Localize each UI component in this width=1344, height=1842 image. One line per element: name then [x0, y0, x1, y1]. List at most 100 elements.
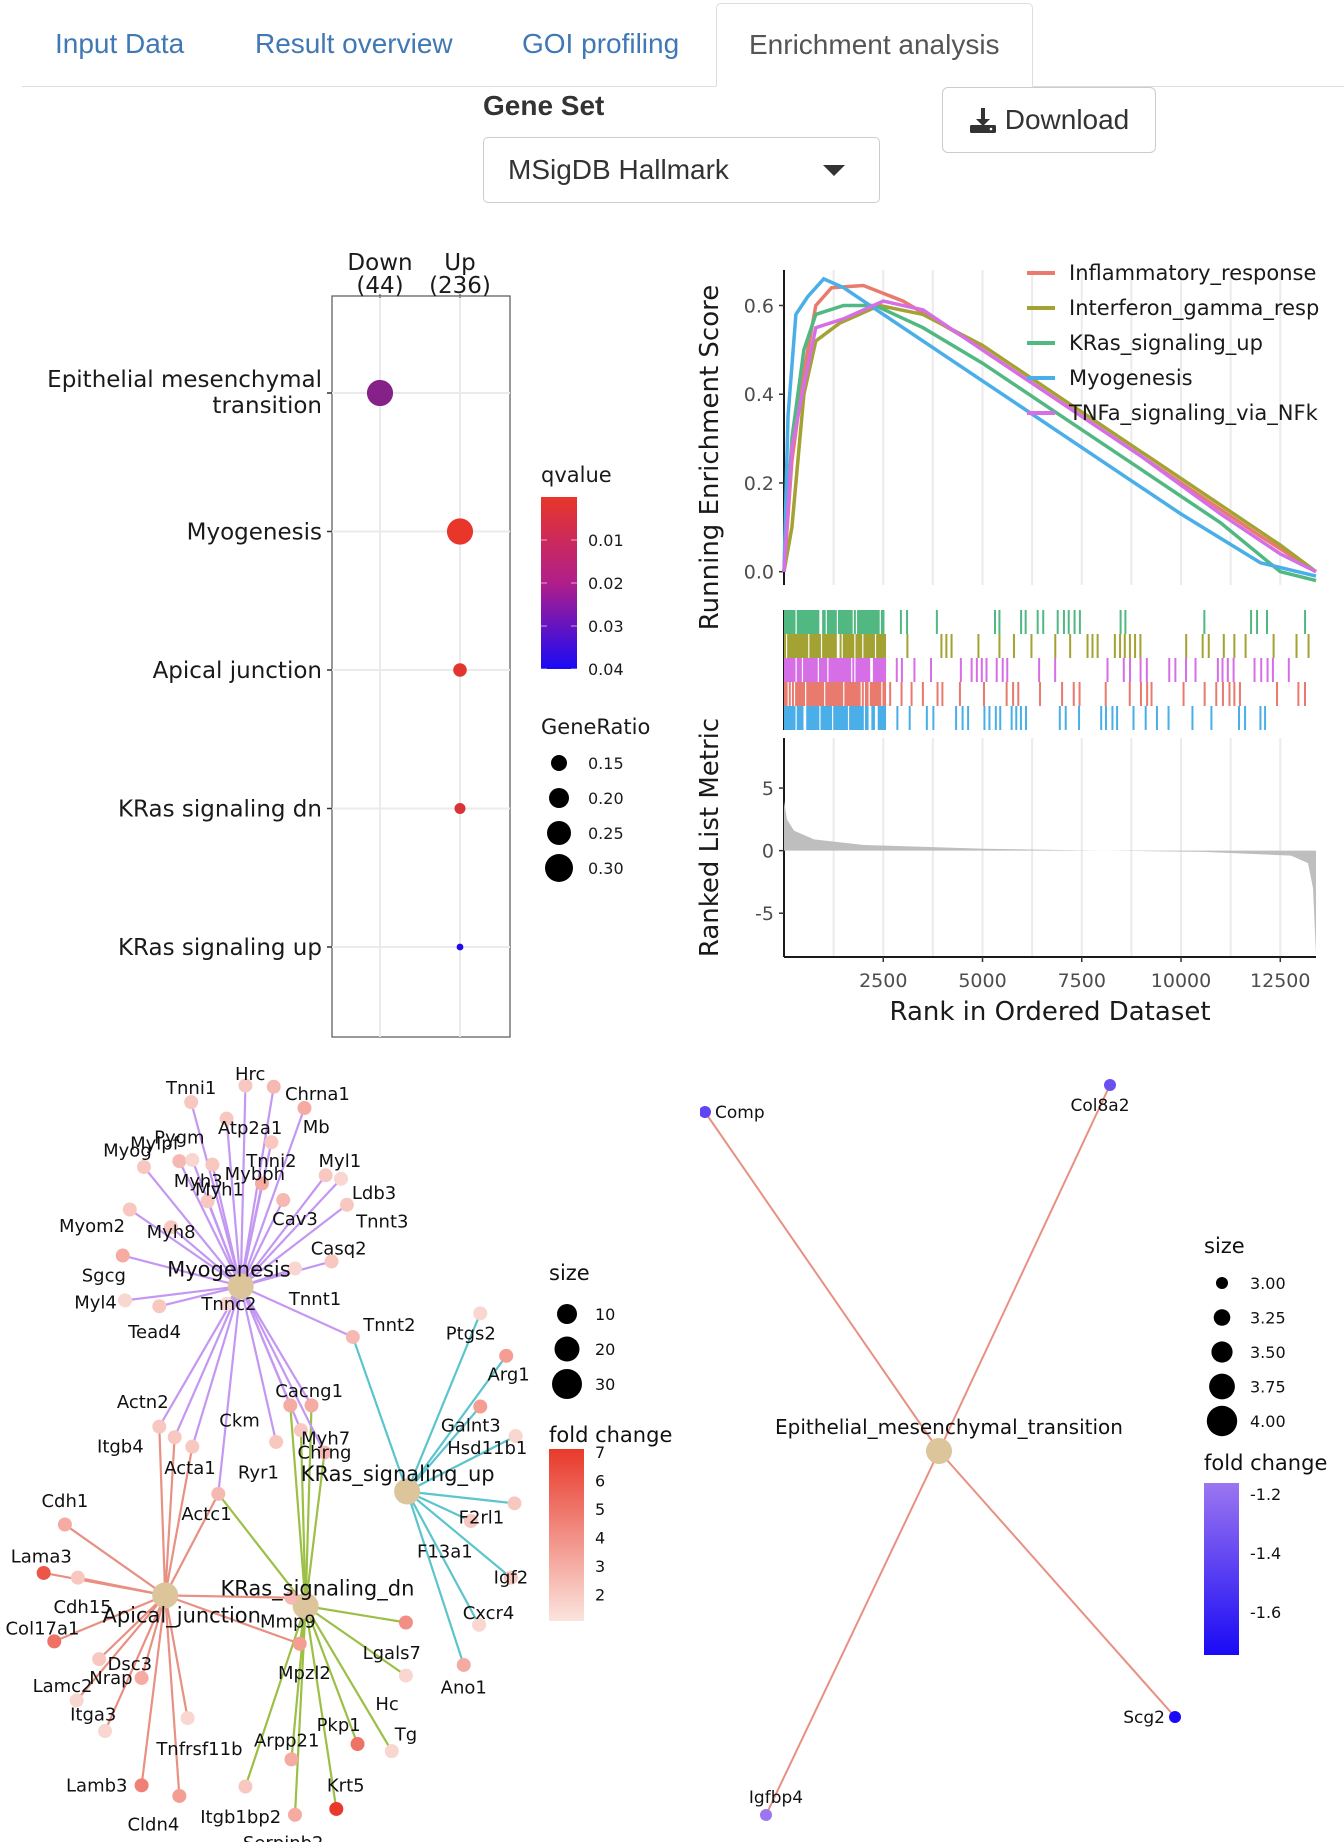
hit-mark: [999, 706, 1002, 730]
hit-mark: [877, 634, 880, 658]
hit-mark: [785, 610, 788, 634]
gene-label: Lgals7: [363, 1643, 421, 1664]
network-edge: [351, 1336, 409, 1492]
download-icon: [969, 108, 996, 133]
network-edge: [304, 1605, 393, 1752]
size-legend-label: 3.25: [1250, 1309, 1286, 1328]
y-tick-label: Apical junction: [153, 658, 322, 684]
gene-node: [134, 1778, 149, 1793]
hit-mark: [822, 610, 825, 634]
hit-mark: [1091, 634, 1094, 658]
hit-mark: [959, 658, 962, 682]
gene-set-selected-value: MSigDB Hallmark: [508, 154, 729, 185]
tab-goi-profiling[interactable]: GOI profiling: [522, 28, 680, 59]
hit-mark: [1216, 658, 1219, 682]
hit-mark: [834, 610, 837, 634]
hit-mark: [1168, 658, 1171, 682]
hit-mark: [844, 658, 847, 682]
hit-mark: [1128, 682, 1131, 706]
hub-node: [926, 1438, 952, 1464]
hit-mark: [799, 610, 802, 634]
hit-mark: [884, 658, 887, 682]
hit-mark: [860, 610, 863, 634]
legend-label: Inflammatory_response: [1069, 261, 1316, 286]
hit-mark: [861, 610, 864, 634]
gene-set-select[interactable]: MSigDB Hallmark: [483, 137, 880, 203]
hit-mark: [1144, 706, 1147, 730]
size-legend-dot: [1206, 1405, 1238, 1437]
network-edge: [239, 1285, 278, 1443]
hit-mark: [822, 706, 825, 730]
tab-enrichment-analysis[interactable]: Enrichment analysis: [716, 3, 1033, 87]
hit-mark: [791, 634, 794, 658]
gene-label: Myl1: [319, 1151, 362, 1172]
gene-node: [264, 1135, 279, 1150]
gene-label: Itga3: [70, 1705, 116, 1726]
gene-node: [507, 1496, 522, 1511]
hit-mark: [817, 682, 820, 706]
size-legend-dot: [552, 1369, 582, 1399]
hit-mark: [810, 658, 813, 682]
hit-mark: [998, 610, 1001, 634]
hit-mark: [1025, 706, 1028, 730]
gene-node: [180, 1711, 195, 1726]
hit-mark: [841, 610, 844, 634]
hit-mark: [900, 658, 903, 682]
size-legend-dot: [1209, 1373, 1235, 1400]
hit-mark: [1006, 658, 1009, 682]
hit-mark: [810, 682, 813, 706]
tab-result-overview[interactable]: Result overview: [255, 28, 453, 59]
hit-mark: [935, 610, 938, 634]
generatio-legend-dot: [549, 788, 569, 808]
hit-mark: [861, 658, 864, 682]
hit-mark: [842, 610, 845, 634]
gene-node: [164, 1220, 179, 1235]
hit-mark: [863, 634, 866, 658]
tab-input-data[interactable]: Input Data: [55, 28, 185, 59]
hit-mark: [871, 706, 874, 730]
gene-label: Itgb1bp2: [200, 1807, 281, 1828]
hit-mark: [817, 634, 820, 658]
hit-mark: [880, 610, 883, 634]
hit-mark: [936, 682, 939, 706]
generatio-tick-label: 0.30: [588, 859, 624, 878]
gene-node: [184, 1095, 199, 1110]
x-tick-label: 7500: [1058, 970, 1106, 992]
hit-mark: [863, 658, 866, 682]
hit-mark: [839, 682, 842, 706]
hit-mark: [1015, 706, 1018, 730]
hit-mark: [1128, 634, 1131, 658]
hit-mark: [879, 634, 882, 658]
generatio-tick-label: 0.15: [588, 754, 624, 773]
gene-label: Casq2: [311, 1238, 367, 1259]
gene-label: Acta1: [164, 1458, 215, 1479]
hit-mark: [809, 634, 812, 658]
gene-label: Ckm: [219, 1411, 260, 1432]
network-edge: [170, 1226, 242, 1288]
download-button[interactable]: Download: [942, 87, 1156, 153]
gene-label: Tead4: [127, 1322, 181, 1343]
network-edge: [159, 1285, 241, 1308]
hit-mark: [1038, 658, 1041, 682]
hit-mark: [876, 682, 879, 706]
network-edge: [164, 1437, 176, 1596]
hit-mark: [932, 706, 935, 730]
hit-mark: [977, 634, 980, 658]
gene-node: [92, 1652, 107, 1667]
hit-mark: [871, 682, 874, 706]
gene-label: Lamb3: [66, 1775, 127, 1796]
hit-mark: [803, 658, 806, 682]
network-edge: [164, 1595, 181, 1797]
network-edge: [304, 1605, 338, 1810]
gene-node: [185, 1439, 200, 1454]
hit-mark: [879, 682, 882, 706]
hit-mark: [1129, 658, 1132, 682]
ranked-metric-area: [784, 800, 1316, 955]
network-edge: [239, 1285, 326, 1454]
hit-mark: [803, 634, 806, 658]
hit-mark: [849, 706, 852, 730]
hit-mark: [791, 658, 794, 682]
hit-mark: [822, 658, 825, 682]
gene-node: [317, 1445, 332, 1460]
hit-mark: [1194, 658, 1197, 682]
